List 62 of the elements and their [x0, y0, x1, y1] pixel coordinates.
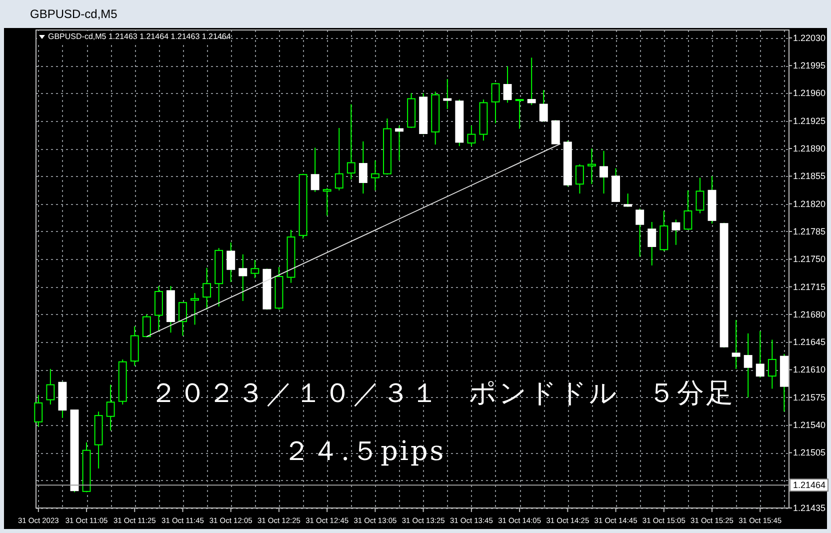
candlestick — [551, 120, 560, 144]
y-tick-label: 1.21575 — [793, 392, 826, 402]
candlestick — [334, 127, 344, 191]
candlestick — [672, 219, 680, 246]
candlestick — [624, 193, 632, 208]
candlestick — [178, 302, 187, 336]
candlestick — [358, 140, 368, 194]
y-tick-label: 1.21855 — [793, 171, 826, 182]
annotation: ２０２３／１０／３１ ポンドドル ５分足 — [150, 378, 735, 409]
candlestick — [636, 208, 644, 258]
candlestick — [660, 210, 668, 252]
candlestick — [46, 368, 55, 405]
candlestick — [202, 267, 212, 310]
chart-title: GBPUSD-cd,M5 — [30, 7, 118, 21]
candlestick — [732, 319, 740, 370]
candlestick — [768, 339, 776, 390]
candlestick — [250, 259, 260, 279]
y-tick-label: 1.21890 — [793, 144, 826, 154]
candlestick — [600, 150, 608, 194]
y-tick-label: 1.21820 — [793, 198, 826, 209]
candlestick — [744, 332, 752, 398]
y-tick-label: 1.21645 — [793, 337, 826, 348]
y-tick-label: 1.21505 — [793, 448, 826, 458]
candlestick — [310, 147, 320, 192]
candlestick — [539, 90, 548, 122]
y-tick-label: 1.22030 — [793, 32, 826, 43]
candlestick — [696, 177, 704, 214]
annotation: ２４.５pips — [283, 436, 446, 467]
candlestick — [370, 160, 380, 191]
candlestick — [226, 242, 236, 283]
y-tick-label: 1.21715 — [793, 282, 826, 292]
candlestick — [467, 125, 476, 147]
y-tick-label: 1.21785 — [793, 226, 826, 236]
candlestick — [515, 99, 524, 130]
candlestick — [684, 190, 692, 230]
candlestick — [503, 66, 512, 104]
candlestick — [756, 330, 764, 378]
candlestick — [34, 394, 43, 428]
y-tick-label: 1.21540 — [793, 420, 826, 430]
y-tick-label: 1.21680 — [793, 309, 826, 320]
candlestick — [491, 82, 500, 124]
candlestick — [106, 384, 115, 432]
candlestick — [238, 254, 248, 302]
y-tick-label: 1.21435 — [793, 503, 826, 513]
y-tick-label: 1.21750 — [793, 254, 826, 264]
candlestick — [346, 104, 356, 180]
candlestick — [395, 125, 404, 161]
candlestick — [322, 188, 332, 216]
ref-line-label: 1.21464 — [793, 480, 826, 490]
candlestick — [190, 292, 200, 326]
candlestick — [527, 57, 536, 106]
y-tick-label: 1.21925 — [793, 116, 826, 126]
candlestick — [648, 221, 656, 266]
candlestick — [142, 314, 151, 338]
candlestick — [588, 148, 596, 185]
chart-subtitle: GBPUSD-cd,M5 1.21463 1.21464 1.21463 1.21464 — [48, 32, 232, 41]
y-tick-label: 1.21610 — [793, 364, 826, 375]
candlestick — [443, 78, 452, 110]
candlestick — [575, 164, 584, 194]
y-tick-label: 1.21960 — [793, 88, 826, 98]
y-tick-label: 1.21995 — [793, 60, 826, 71]
candlestick — [154, 285, 163, 332]
